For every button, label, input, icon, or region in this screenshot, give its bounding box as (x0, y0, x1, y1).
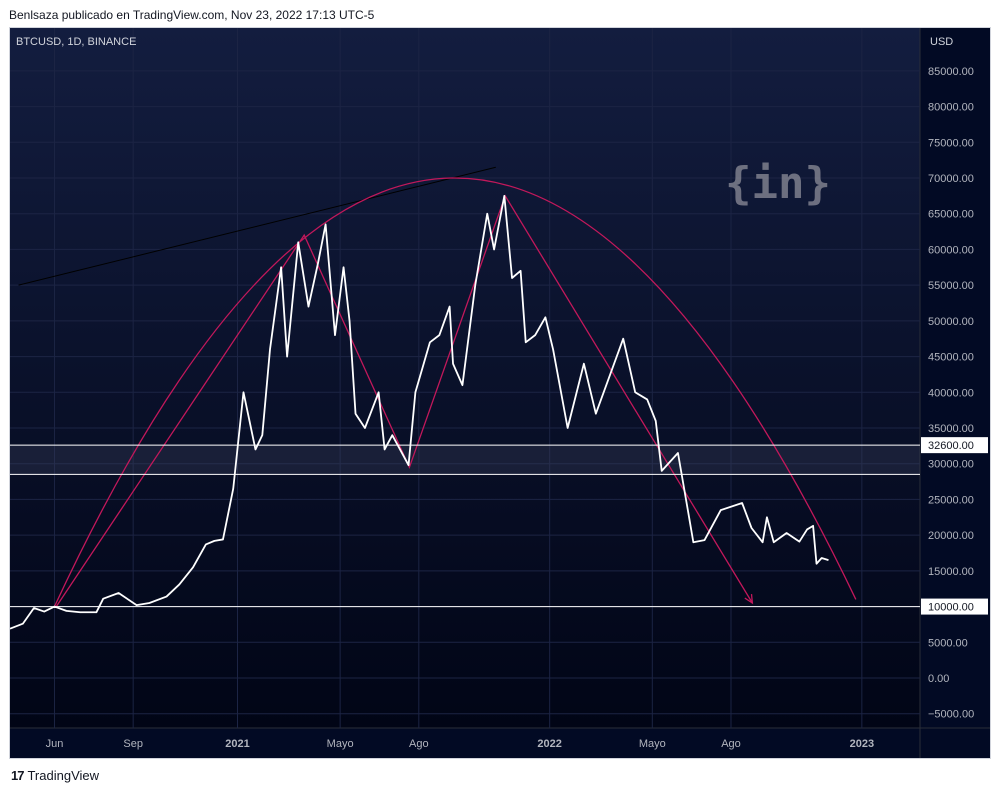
price-line[interactable] (10, 194, 829, 630)
price-axis-area[interactable] (920, 28, 990, 728)
publisher-info: Benlsaza publicado en TradingView.com, N… (9, 8, 375, 22)
level-label: 10000.00 (928, 602, 974, 614)
support-zone (10, 445, 920, 475)
y-tick-label: 70000.00 (928, 173, 974, 185)
x-tick-label: Sep (123, 738, 143, 750)
y-tick-label: 40000.00 (928, 387, 974, 399)
price-chart[interactable]: 85000.00 80000.00 75000.00 70000.00 65000.00… (10, 28, 990, 758)
x-tick-label: Jun (46, 738, 64, 750)
x-tick-label: Mayo (327, 738, 354, 750)
y-tick-label: 65000.00 (928, 209, 974, 221)
zigzag-pattern[interactable] (54, 194, 753, 609)
y-tick-label: 80000.00 (928, 102, 974, 114)
y-tick-label: 5000.00 (928, 637, 968, 649)
arc-curve[interactable] (53, 177, 857, 607)
time-axis-area[interactable] (10, 728, 990, 758)
chart-frame (9, 27, 991, 759)
level-label-box (921, 437, 988, 454)
y-tick-label: 75000.00 (928, 137, 974, 149)
y-tick-label: 15000.00 (928, 566, 974, 578)
y-tick-label: 45000.00 (928, 352, 974, 364)
y-tick-label: 0.00 (928, 673, 949, 685)
y-tick-label: 60000.00 (928, 244, 974, 256)
footer: 17 TradingView (11, 768, 99, 783)
y-tick-label: −5000.00 (928, 709, 974, 721)
y-tick-label: 50000.00 (928, 316, 974, 328)
brand-name[interactable]: TradingView (27, 768, 100, 783)
tradingview-logo-icon[interactable]: 17 (11, 768, 25, 783)
trendline[interactable] (18, 166, 496, 286)
x-tick-label: Mayo (639, 738, 666, 750)
watermark-logo-icon: {in} (725, 158, 831, 209)
level-label: 32600.00 (928, 440, 974, 452)
x-tick-label: Ago (721, 738, 741, 750)
chart-title: BTCUSD, 1D, BINANCE (16, 36, 136, 48)
arrow-head-icon (744, 593, 754, 605)
x-tick-label: 2023 (850, 738, 874, 750)
x-tick-label: Ago (409, 738, 429, 750)
y-tick-label: 20000.00 (928, 530, 974, 542)
y-tick-label: 30000.00 (928, 459, 974, 471)
x-tick-label: 2021 (225, 738, 249, 750)
y-tick-label: 55000.00 (928, 280, 974, 292)
axis-unit-label: USD (930, 36, 953, 48)
level-label-box (921, 598, 988, 615)
x-tick-label: 2022 (537, 738, 561, 750)
plot-area[interactable] (10, 28, 920, 728)
y-tick-label: 25000.00 (928, 494, 974, 506)
y-tick-label: 35000.00 (928, 423, 974, 435)
y-tick-label: 85000.00 (928, 66, 974, 78)
